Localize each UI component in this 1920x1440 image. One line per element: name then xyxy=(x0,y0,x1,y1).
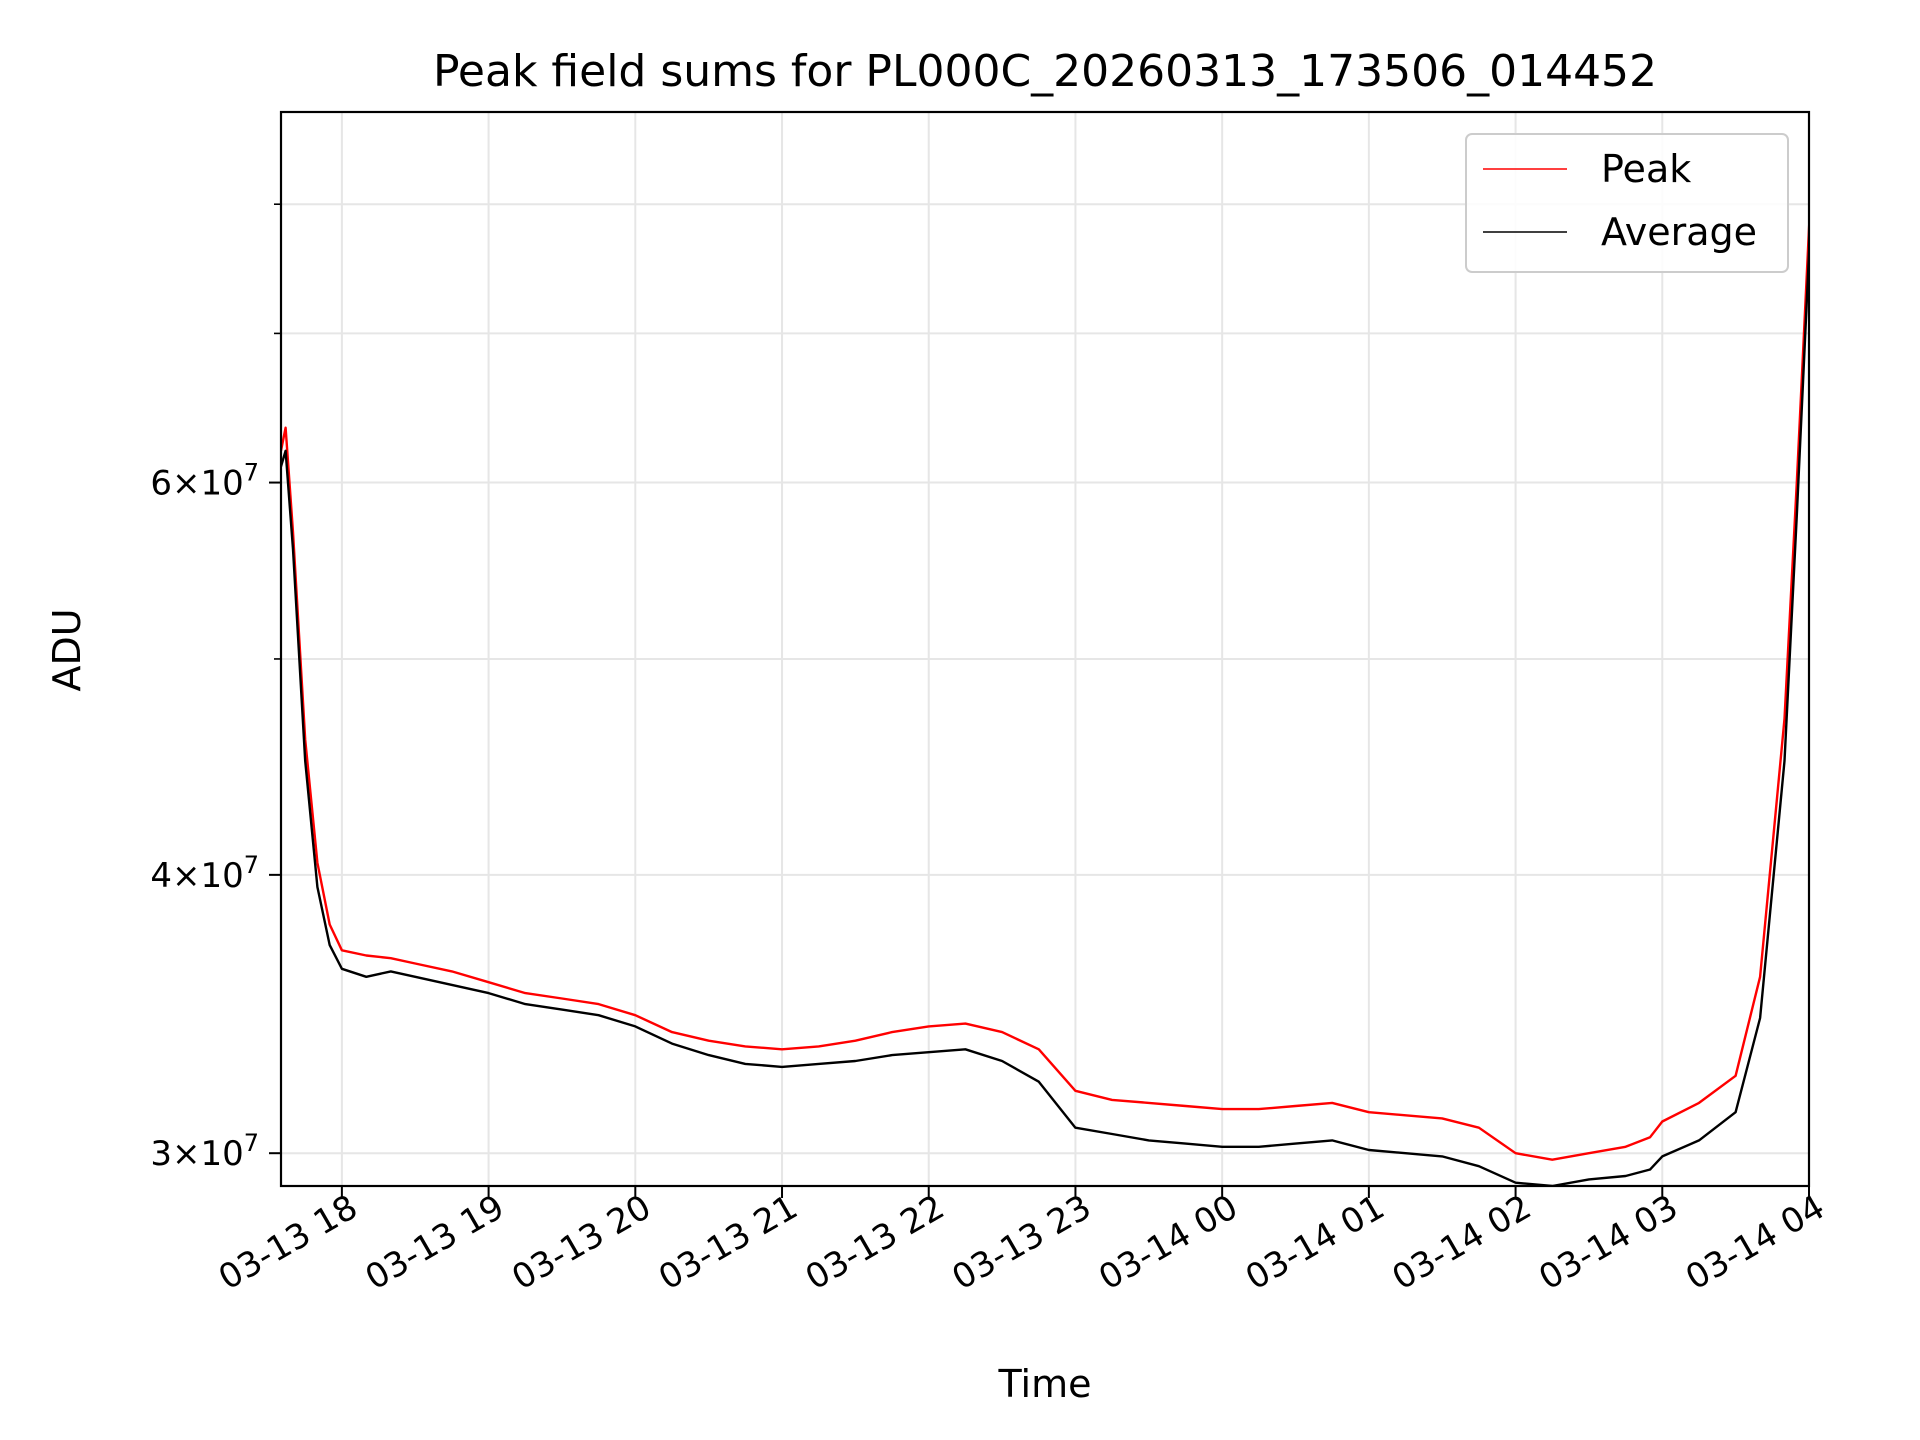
y-tick-label-base: 3×10 xyxy=(150,1134,243,1174)
y-tick-label-exponent: 7 xyxy=(244,851,259,879)
series-layer xyxy=(281,205,1809,1186)
chart-title: Peak field sums for PL000C_20260313_1735… xyxy=(433,46,1657,97)
series-line-peak xyxy=(281,205,1809,1161)
y-tick-label: 6×107 xyxy=(150,459,259,504)
legend: Peak Average xyxy=(1465,133,1789,273)
y-tick-label-base: 4×10 xyxy=(150,856,243,896)
y-tick-label-exponent: 7 xyxy=(244,459,259,487)
plot-frame xyxy=(279,110,1811,1188)
legend-label-average: Average xyxy=(1601,210,1757,254)
plot-area xyxy=(281,205,1809,1186)
y-tick-label: 3×107 xyxy=(150,1129,259,1174)
y-tick-label-base: 6×10 xyxy=(150,464,243,504)
series-line-average xyxy=(281,228,1809,1186)
y-axis-label: ADU xyxy=(45,608,89,691)
legend-label-peak: Peak xyxy=(1601,147,1691,191)
y-tick-label-exponent: 7 xyxy=(244,1129,259,1157)
y-tick-label: 4×107 xyxy=(150,851,259,896)
x-axis-label: Time xyxy=(998,1362,1092,1406)
